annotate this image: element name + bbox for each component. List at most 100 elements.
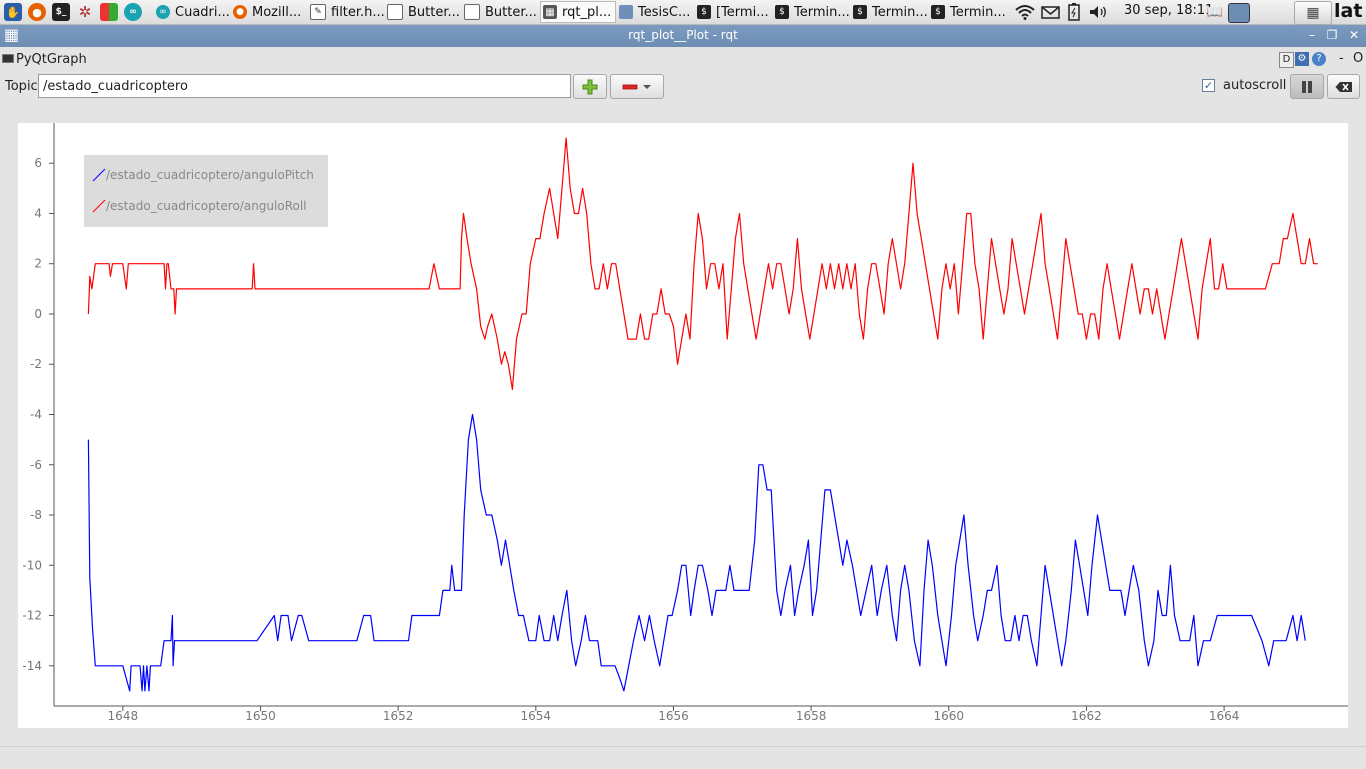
text-editor-icon: ✎: [310, 4, 326, 20]
folder-icon: [619, 5, 633, 19]
topic-input[interactable]: [38, 74, 571, 98]
y-tick-label: 4: [34, 206, 42, 220]
terminal-icon: $: [697, 5, 711, 19]
mail-icon[interactable]: [1040, 4, 1062, 20]
settings-gear-icon[interactable]: ⚙: [1295, 52, 1309, 66]
clock[interactable]: 30 sep, 18:11: [1124, 3, 1214, 18]
task-terminal-1[interactable]: $ [Termi...: [697, 1, 771, 23]
x-tick-label: 1664: [1209, 709, 1240, 723]
task-label: Termin...: [950, 4, 1006, 20]
keyboard-layout[interactable]: lat: [1334, 0, 1363, 22]
task-rqt-plot[interactable]: ▦ rqt_pl...: [540, 1, 616, 23]
help-d-button[interactable]: D: [1279, 52, 1294, 68]
app-grid-icon[interactable]: ▦: [1294, 1, 1332, 25]
task-label: Butter...: [408, 4, 460, 20]
y-tick-label: -8: [30, 508, 42, 522]
topic-label: Topic: [5, 79, 38, 94]
status-bar: [0, 746, 1366, 769]
wifi-icon[interactable]: [1014, 4, 1036, 20]
task-label: rqt_pl...: [562, 4, 612, 20]
plugin-close-button[interactable]: O: [1353, 51, 1364, 66]
remove-topic-button[interactable]: [610, 74, 664, 99]
maximize-button[interactable]: ❐: [1326, 28, 1338, 42]
chevron-down-icon: [643, 84, 651, 89]
task-label: [Termi...: [716, 4, 769, 20]
pause-icon: [1302, 80, 1312, 93]
apps-launcher-icon[interactable]: [100, 3, 118, 21]
taskbar: ✋ ● $_ ✲ ∞ ∞ Cuadri... ● Mozill... ✎ fil…: [0, 0, 1366, 25]
y-tick-label: -4: [30, 408, 42, 422]
pause-button[interactable]: [1290, 74, 1324, 99]
task-butter-1[interactable]: Butter...: [387, 1, 461, 23]
task-label: Termin...: [794, 4, 850, 20]
series-line-pitch: [87, 413, 1306, 692]
x-tick-label: 1662: [1071, 709, 1102, 723]
add-topic-button[interactable]: [573, 74, 607, 99]
x-tick-label: 1656: [658, 709, 689, 723]
x-tick-label: 1652: [383, 709, 414, 723]
task-label: Butter...: [485, 4, 537, 20]
task-label: Cuadri...: [175, 4, 230, 20]
plugin-name: PyQtGraph: [16, 52, 87, 67]
minus-icon: [622, 84, 638, 89]
task-label: Mozill...: [252, 4, 302, 20]
legend-swatch-roll: [92, 199, 106, 213]
task-terminal-3[interactable]: $ Termin...: [853, 1, 929, 23]
x-tick-label: 1660: [934, 709, 965, 723]
window-icon: [387, 4, 403, 20]
plot-area[interactable]: 6 4 2 0 -2 -4 -6 -8 -10 -12 -14 1648 1650 1652 1654 165…: [18, 123, 1348, 728]
plot-canvas[interactable]: 6 4 2 0 -2 -4 -6 -8 -10 -12 -14 1648 1650 1652 1654 165…: [18, 123, 1348, 728]
volume-icon[interactable]: [1088, 4, 1110, 20]
start-menu-icon[interactable]: ✋: [4, 3, 22, 21]
legend-item-pitch: /estado_cuadricoptero/anguloPitch: [92, 165, 314, 185]
legend-swatch-pitch: [92, 168, 106, 182]
arduino-icon: ∞: [156, 5, 170, 19]
minimize-button[interactable]: –: [1309, 28, 1315, 42]
arduino-launcher-icon[interactable]: ∞: [124, 3, 142, 21]
window-title: rqt_plot__Plot - rqt: [628, 28, 738, 42]
x-tick-label: 1648: [108, 709, 139, 723]
close-button[interactable]: ✕: [1348, 28, 1360, 42]
y-tick-label: -10: [22, 558, 42, 572]
task-cuadri[interactable]: ∞ Cuadri...: [156, 1, 230, 23]
window-menu-icon[interactable]: ▦: [4, 25, 20, 44]
reader-icon[interactable]: 📖: [1206, 4, 1224, 20]
task-label: TesisC...: [638, 4, 691, 20]
y-tick-label: -6: [30, 458, 42, 472]
grid-icon: ▦: [543, 5, 557, 19]
autoscroll-checkbox[interactable]: ✓: [1202, 79, 1215, 92]
firefox-launcher-icon[interactable]: ●: [28, 3, 46, 21]
monitor-icon[interactable]: [1228, 3, 1250, 23]
y-tick-label: -2: [30, 357, 42, 371]
y-tick-label: 6: [34, 156, 42, 170]
system-tray: [1014, 2, 1110, 22]
plus-icon: [582, 79, 598, 94]
window-icon: [464, 4, 480, 20]
y-tick-label: 0: [34, 307, 42, 321]
task-filter[interactable]: ✎ filter.h...: [310, 1, 384, 23]
terminal-launcher-icon[interactable]: $_: [52, 3, 70, 21]
y-tick-label: -14: [22, 659, 42, 673]
autoscroll-label: autoscroll: [1223, 78, 1287, 93]
x-tick-label: 1650: [245, 709, 276, 723]
clear-button[interactable]: [1327, 74, 1360, 99]
series-line-roll: [87, 137, 1318, 390]
task-tesis[interactable]: TesisC...: [619, 1, 693, 23]
plugin-minimize-button[interactable]: -: [1339, 51, 1344, 66]
legend-item-roll: /estado_cuadricoptero/anguloRoll: [92, 196, 307, 216]
battery-icon[interactable]: [1066, 3, 1082, 21]
plot-legend[interactable]: /estado_cuadricoptero/anguloPitch /estad…: [84, 155, 328, 227]
window-titlebar[interactable]: ▦ rqt_plot__Plot - rqt – ❐ ✕: [0, 25, 1366, 47]
task-terminal-2[interactable]: $ Termin...: [775, 1, 851, 23]
terminal-icon: $: [853, 5, 867, 19]
y-tick-label: 2: [34, 257, 42, 271]
task-butter-2[interactable]: Butter...: [464, 1, 538, 23]
terminal-icon: $: [775, 5, 789, 19]
task-terminal-4[interactable]: $ Termin...: [931, 1, 1007, 23]
task-mozilla[interactable]: ● Mozill...: [233, 1, 307, 23]
task-label: filter.h...: [331, 4, 384, 20]
settings-launcher-icon[interactable]: ✲: [78, 3, 92, 21]
legend-label-pitch: /estado_cuadricoptero/anguloPitch: [106, 168, 314, 182]
help-question-button[interactable]: ?: [1312, 52, 1326, 66]
terminal-icon: $: [931, 5, 945, 19]
